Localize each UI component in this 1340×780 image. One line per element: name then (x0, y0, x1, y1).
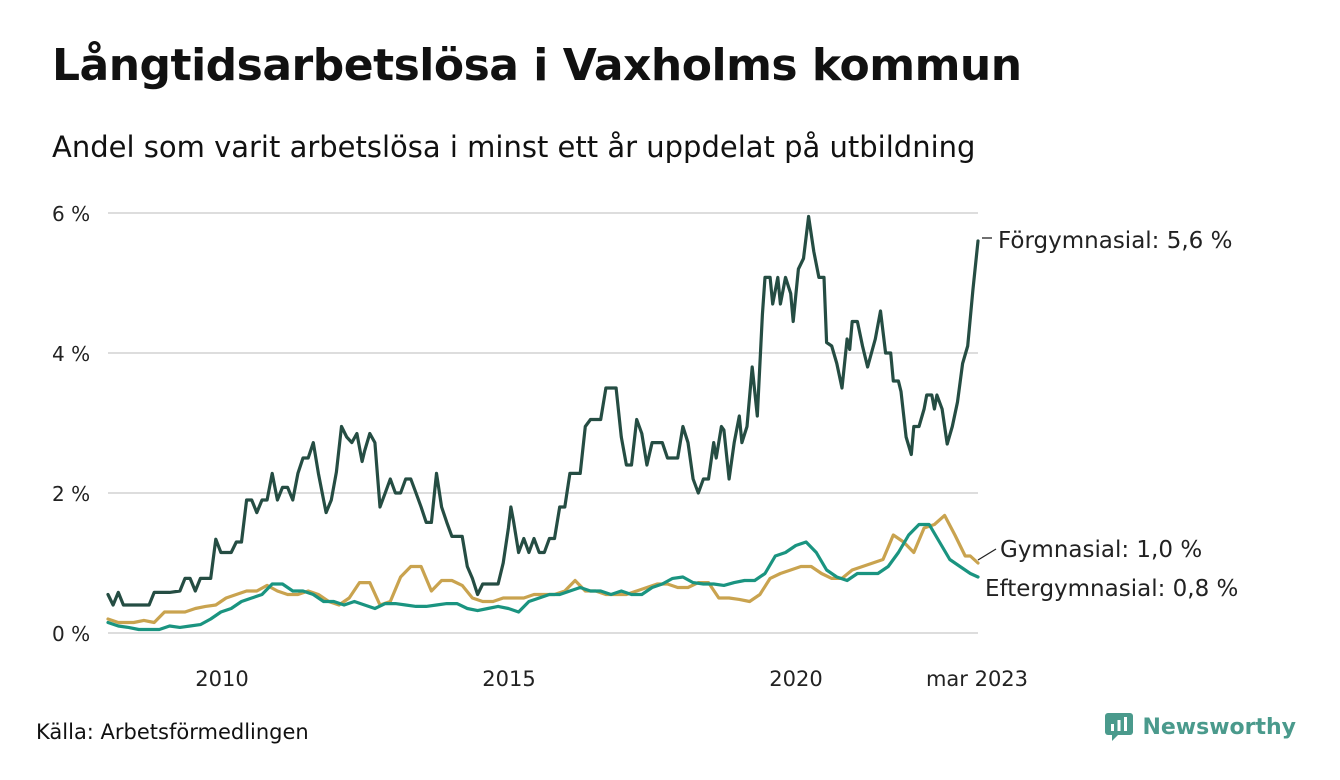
series-label-leader (977, 548, 997, 561)
grid-lines (108, 212, 978, 634)
series-line-eftergymnasial (106, 522, 980, 632)
y-axis-ticks: 0 % 2 % 4 % 6 % (52, 202, 90, 646)
x-tick-label: mar 2023 (926, 667, 1028, 691)
series-labels: Förgymnasial: 5,6 % Gymnasial: 1,0 % Efter… (977, 228, 1238, 602)
brand-name: Newsworthy (1142, 714, 1296, 740)
source-note: Källa: Arbetsförmedlingen (36, 720, 309, 744)
x-tick-label: 2015 (482, 667, 535, 691)
chart-title: Långtidsarbetslösa i Vaxholms kommun (52, 40, 1022, 91)
series-line-förgymnasial (106, 214, 980, 607)
series-label-eftergymnasial: Eftergymnasial: 0,8 % (985, 576, 1238, 602)
y-tick-label: 4 % (52, 342, 90, 366)
y-tick-label: 0 % (52, 622, 90, 646)
series-lines (106, 214, 980, 632)
series-label-gymnasial: Gymnasial: 1,0 % (1000, 537, 1202, 563)
newsworthy-logo-icon (1105, 713, 1134, 741)
series-line-gymnasial (106, 513, 980, 625)
y-tick-label: 2 % (52, 482, 90, 506)
x-tick-label: 2020 (769, 667, 822, 691)
x-tick-label: 2010 (195, 667, 248, 691)
series-label-förgymnasial: Förgymnasial: 5,6 % (998, 228, 1232, 254)
brand-logo[interactable]: Newsworthy (1104, 712, 1296, 742)
x-axis-ticks: 2010 2015 2020 mar 2023 (195, 667, 1028, 691)
chart-subtitle: Andel som varit arbetslösa i minst ett å… (52, 130, 976, 164)
y-tick-label: 6 % (52, 202, 90, 226)
